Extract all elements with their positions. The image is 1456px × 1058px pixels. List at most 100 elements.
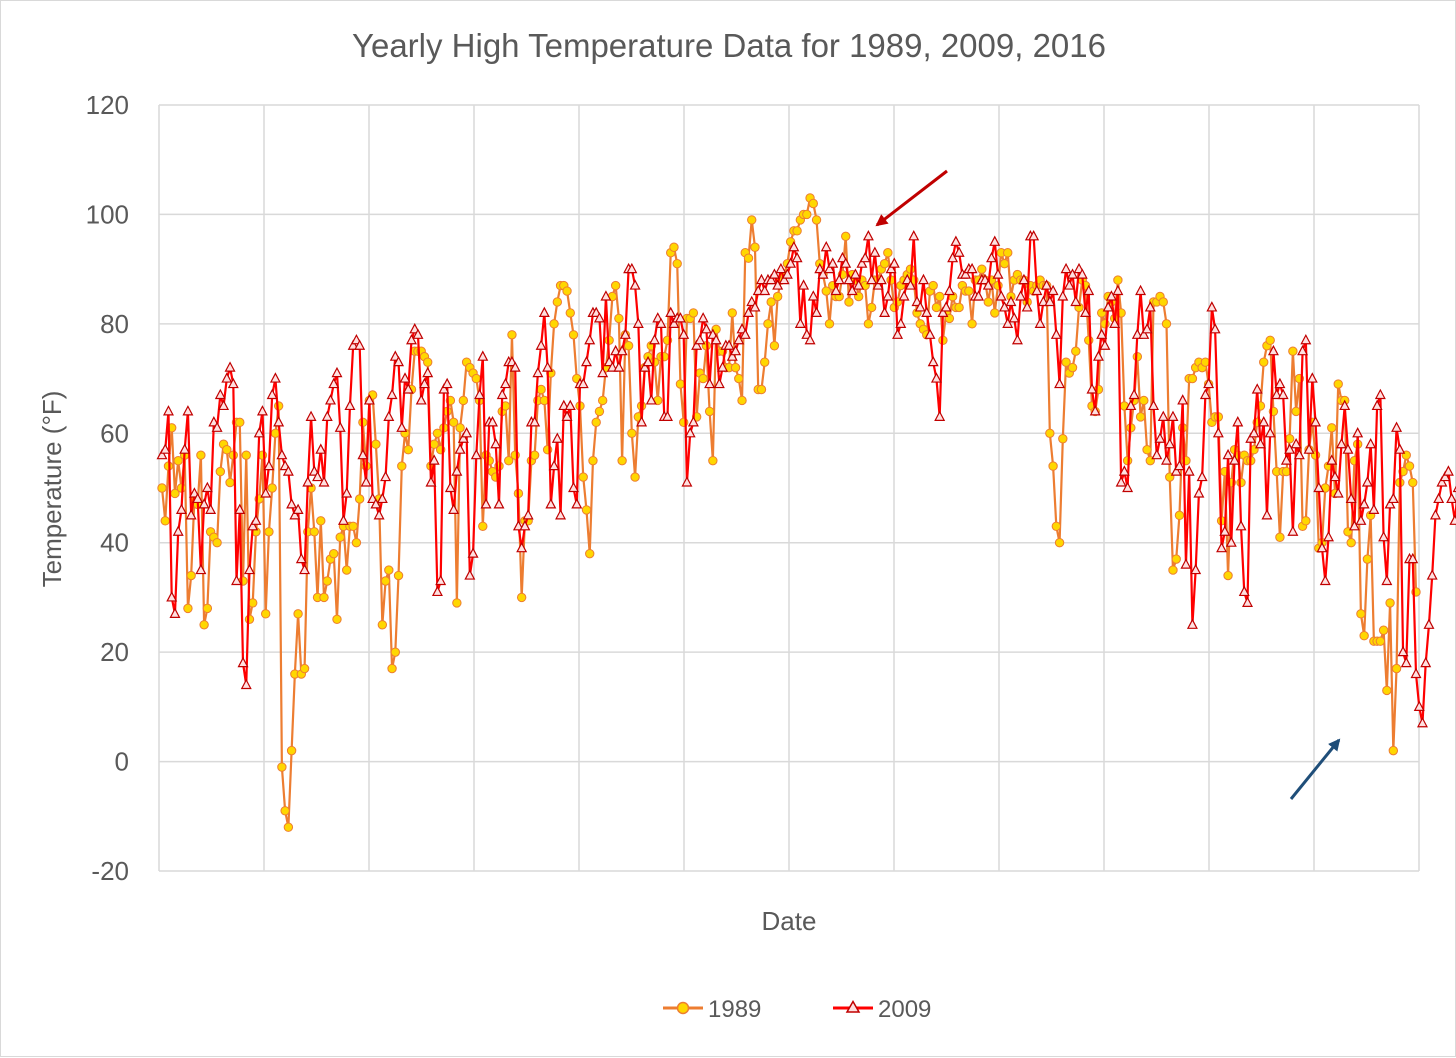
data-point-1989 [761,358,769,366]
data-point-2009 [1013,335,1022,344]
data-point-1989 [550,320,558,328]
data-point-1989 [705,407,713,415]
data-point-2009 [553,434,562,443]
data-point-2009 [572,499,581,508]
data-point-1989 [1049,462,1057,470]
data-point-2009 [955,248,964,256]
data-point-2009 [994,270,1003,279]
data-point-1989 [508,331,516,339]
data-point-2009 [540,308,549,317]
data-point-2009 [1194,488,1203,497]
data-point-1989 [728,309,736,317]
data-point-2009 [258,406,267,415]
data-point-2009 [1301,335,1310,344]
legend: 1989 2009 [663,996,931,1023]
data-point-2009 [1052,330,1061,339]
data-point-1989 [281,807,289,815]
data-point-1989 [1386,599,1394,607]
data-point-2009 [1288,527,1297,536]
data-point-2009 [942,302,951,311]
data-point-2009 [1450,516,1456,525]
y-tick-label: 120 [86,90,129,120]
data-point-1989 [757,385,765,393]
data-point-2009 [336,423,345,432]
data-point-2009 [1369,505,1378,514]
data-point-1989 [589,456,597,464]
y-tick-label: 0 [115,747,129,777]
data-point-1989 [294,610,302,618]
data-point-1989 [809,199,817,207]
data-point-1989 [1237,478,1245,486]
data-point-2009 [1130,390,1139,399]
data-point-1989 [200,621,208,629]
data-point-1989 [1379,626,1387,634]
data-point-2009 [945,286,954,295]
data-point-1989 [748,216,756,224]
data-point-1989 [1136,413,1144,421]
y-tick-label: 80 [100,309,129,339]
data-point-1989 [738,396,746,404]
data-point-2009 [271,374,280,383]
data-point-1989 [268,484,276,492]
data-point-1989 [424,358,432,366]
data-point-2009 [990,237,999,246]
data-point-2009 [1178,395,1187,404]
data-point-1989 [1046,429,1054,437]
data-point-1989 [1392,664,1400,672]
data-point-1989 [404,446,412,454]
data-point-2009 [1016,292,1025,301]
data-point-2009 [909,231,918,240]
data-point-2009 [1402,658,1411,667]
data-point-1989 [265,528,273,536]
data-point-2009 [384,412,393,421]
data-point-1989 [1302,517,1310,525]
data-point-1989 [388,664,396,672]
data-point-2009 [180,445,189,454]
data-point-1989 [1172,555,1180,563]
data-point-1989 [1266,336,1274,344]
data-point-1989 [456,424,464,432]
data-point-1989 [1405,462,1413,470]
data-point-1989 [825,320,833,328]
data-point-1989 [735,374,743,382]
data-point-1989 [1201,358,1209,366]
data-point-1989 [229,451,237,459]
data-point-1989 [842,232,850,240]
data-point-1989 [1409,478,1417,486]
data-point-1989 [261,610,269,618]
data-point-2009 [1356,516,1365,525]
legend-item-2009: 2009 [833,996,931,1023]
data-point-2009 [1424,620,1433,629]
data-point-2009 [890,259,899,268]
y-tick-label: 100 [86,199,129,229]
data-point-2009 [443,379,452,388]
data-point-1989 [991,309,999,317]
data-point-1989 [1162,320,1170,328]
data-point-1989 [628,429,636,437]
data-point-2009 [1379,532,1388,541]
data-point-2009 [556,510,565,519]
data-point-2009 [1136,286,1145,295]
data-point-1989 [1334,380,1342,388]
data-point-2009 [1233,417,1242,426]
y-tick-label: 20 [100,637,129,667]
data-point-1989 [615,314,623,322]
data-point-2009 [388,390,397,399]
data-point-2009 [1156,434,1165,443]
data-point-2009 [446,483,455,492]
data-point-2009 [1444,467,1453,476]
data-point-2009 [1366,439,1375,448]
data-point-2009 [1198,472,1207,481]
data-point-2009 [1117,478,1126,487]
data-point-2009 [216,390,225,399]
data-point-2009 [245,565,254,574]
data-point-2009 [987,253,996,262]
data-point-2009 [760,286,769,295]
series-line-2009 [162,236,1456,723]
data-point-1989 [330,549,338,557]
data-point-2009 [1376,390,1385,399]
data-point-2009 [870,248,879,256]
data-point-1989 [1292,407,1300,415]
data-point-1989 [381,577,389,585]
